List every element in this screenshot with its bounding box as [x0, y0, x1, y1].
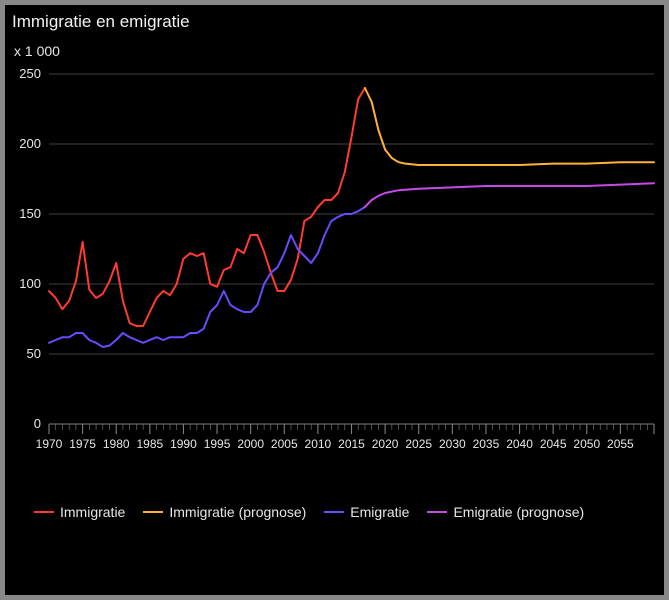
x-tick-label: 2010	[305, 437, 332, 451]
x-tick-label: 2020	[372, 437, 399, 451]
legend-label: Immigratie (prognose)	[169, 504, 306, 520]
x-tick-label: 2050	[573, 437, 600, 451]
legend-item-immigratie: Immigratie	[34, 504, 125, 520]
x-tick-label: 2035	[473, 437, 500, 451]
x-tick-label: 1975	[69, 437, 96, 451]
legend-label: Emigratie	[350, 504, 409, 520]
legend-label: Emigratie (prognose)	[453, 504, 584, 520]
x-tick-label: 2055	[607, 437, 634, 451]
chart-frame: Immigratie en emigratie 050100150200250x…	[4, 4, 665, 596]
y-tick-label: 250	[19, 66, 41, 81]
legend-swatch	[324, 511, 344, 513]
x-tick-label: 2005	[271, 437, 298, 451]
x-tick-label: 2000	[237, 437, 264, 451]
x-tick-label: 2030	[439, 437, 466, 451]
legend-item-emigratie_prognose: Emigratie (prognose)	[427, 504, 584, 520]
series-line-emigratie_prognose	[365, 183, 654, 207]
y-tick-label: 50	[27, 346, 41, 361]
legend-item-emigratie: Emigratie	[324, 504, 409, 520]
x-tick-label: 2015	[338, 437, 365, 451]
x-tick-label: 1995	[204, 437, 231, 451]
y-tick-label: 100	[19, 276, 41, 291]
x-tick-label: 1985	[136, 437, 163, 451]
legend-swatch	[143, 511, 163, 513]
chart-plot-area: 0 50 100 150 200 250 x 1 000 1970 1975 1980 1985 19…	[4, 4, 665, 474]
legend-item-immigratie_prognose: Immigratie (prognose)	[143, 504, 306, 520]
legend-label: Immigratie	[60, 504, 125, 520]
legend-swatch	[427, 511, 447, 513]
y-tick-label: 200	[19, 136, 41, 151]
x-tick-label: 1980	[103, 437, 130, 451]
x-tick-label: 2040	[506, 437, 533, 451]
y-tick-label: 150	[19, 206, 41, 221]
series-line-immigratie_prognose	[365, 88, 654, 165]
y-units-label: x 1 000	[14, 43, 60, 59]
x-tick-label: 2025	[405, 437, 432, 451]
x-tick-label: 1970	[36, 437, 63, 451]
x-tick-label: 1990	[170, 437, 197, 451]
series-line-immigratie	[49, 88, 365, 326]
series-line-emigratie	[49, 207, 365, 347]
y-tick-label: 0	[34, 416, 41, 431]
x-tick-label: 2045	[540, 437, 567, 451]
legend-swatch	[34, 511, 54, 513]
chart-legend: Immigratie Immigratie (prognose) Emigratie…	[34, 504, 635, 520]
